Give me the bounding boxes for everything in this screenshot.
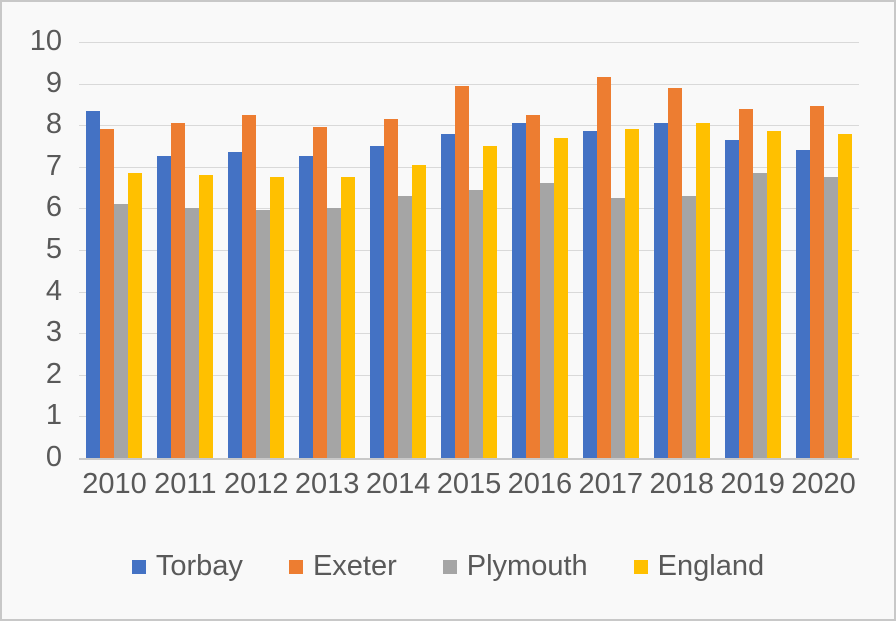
legend-item-plymouth: Plymouth bbox=[442, 550, 588, 583]
gridline bbox=[79, 166, 859, 168]
legend: Torbay Exeter Plymouth England bbox=[2, 550, 894, 583]
gridline bbox=[79, 125, 859, 127]
bar-plymouth-2020 bbox=[823, 177, 838, 458]
x-tick-label: 2020 bbox=[791, 468, 856, 500]
bar-torbay-2012 bbox=[228, 152, 243, 458]
bar-exeter-2019 bbox=[738, 108, 753, 458]
y-tick-label: 1 bbox=[45, 399, 62, 432]
legend-swatch-plymouth bbox=[442, 559, 457, 574]
x-tick-label: 2013 bbox=[294, 468, 360, 500]
x-tick-label: 2011 bbox=[154, 468, 217, 500]
bar-exeter-2011 bbox=[171, 123, 186, 458]
bar-group-2010 bbox=[79, 42, 150, 458]
bar-torbay-2018 bbox=[653, 123, 668, 458]
bar-england-2015 bbox=[482, 146, 497, 458]
bar-exeter-2010 bbox=[100, 129, 115, 458]
gridline bbox=[79, 83, 859, 85]
bar-england-2012 bbox=[270, 177, 285, 458]
y-tick-label: 6 bbox=[45, 191, 62, 224]
bar-england-2014 bbox=[412, 164, 427, 458]
bar-plymouth-2017 bbox=[610, 198, 625, 458]
bar-plymouth-2015 bbox=[468, 189, 483, 458]
x-tick-label: 2010 bbox=[82, 468, 147, 500]
bar-group-2016 bbox=[504, 42, 575, 458]
bar-england-2017 bbox=[624, 129, 639, 458]
y-tick-label: 2 bbox=[45, 357, 62, 390]
bar-group-2014 bbox=[363, 42, 434, 458]
bar-group-2015 bbox=[434, 42, 505, 458]
bar-torbay-2020 bbox=[795, 150, 810, 458]
bar-england-2019 bbox=[766, 131, 781, 458]
plot-area bbox=[79, 42, 859, 460]
bar-torbay-2016 bbox=[511, 123, 526, 458]
y-tick-label: 3 bbox=[45, 316, 62, 349]
bar-plymouth-2014 bbox=[398, 195, 413, 458]
legend-label: Exeter bbox=[312, 550, 397, 582]
bar-england-2010 bbox=[128, 173, 143, 458]
bar-group-2019 bbox=[717, 42, 788, 458]
bar-england-2011 bbox=[199, 175, 214, 458]
y-tick-label: 7 bbox=[45, 149, 62, 182]
bar-exeter-2018 bbox=[667, 87, 682, 458]
legend-swatch-torbay bbox=[131, 559, 146, 574]
y-tick-label: 9 bbox=[45, 66, 62, 99]
legend-label: England bbox=[657, 550, 765, 582]
bar-exeter-2016 bbox=[525, 114, 540, 458]
legend-item-torbay: Torbay bbox=[131, 550, 243, 583]
x-tick-label: 2016 bbox=[507, 468, 573, 500]
legend-item-england: England bbox=[633, 550, 765, 583]
bar-exeter-2014 bbox=[384, 118, 399, 458]
bar-torbay-2011 bbox=[157, 156, 172, 458]
x-tick-label: 2012 bbox=[224, 468, 289, 500]
x-tick-label: 2018 bbox=[649, 468, 714, 500]
bar-groups bbox=[79, 42, 859, 458]
legend-swatch-exeter bbox=[288, 559, 303, 574]
bar-plymouth-2012 bbox=[256, 210, 271, 458]
x-tick-label: 2014 bbox=[365, 468, 431, 500]
bar-torbay-2019 bbox=[724, 139, 739, 458]
legend-label: Plymouth bbox=[466, 550, 588, 582]
gridline bbox=[79, 42, 859, 43]
y-tick-label: 4 bbox=[45, 274, 62, 307]
y-tick-label: 10 bbox=[29, 24, 62, 57]
bar-england-2013 bbox=[341, 177, 356, 458]
legend-label: Torbay bbox=[155, 550, 243, 582]
x-tick-label: 2019 bbox=[720, 468, 785, 500]
bar-plymouth-2019 bbox=[752, 173, 767, 458]
x-tick-label: 2015 bbox=[436, 468, 502, 500]
bar-group-2018 bbox=[646, 42, 717, 458]
bar-exeter-2012 bbox=[242, 114, 257, 458]
bar-group-2013 bbox=[292, 42, 363, 458]
bar-plymouth-2011 bbox=[185, 208, 200, 458]
bar-group-2020 bbox=[788, 42, 859, 458]
bar-plymouth-2010 bbox=[114, 204, 129, 458]
bar-england-2020 bbox=[837, 133, 852, 458]
bar-torbay-2014 bbox=[370, 146, 385, 458]
bar-england-2018 bbox=[695, 123, 710, 458]
x-axis: 2010 2011 2012 2013 2014 2015 2016 2017 2018 2019… bbox=[79, 468, 859, 501]
x-tick-label: 2017 bbox=[578, 468, 644, 500]
y-axis: 0 1 2 3 4 5 6 7 8 9 10 bbox=[2, 25, 62, 473]
bar-england-2016 bbox=[553, 137, 568, 458]
bar-plymouth-2018 bbox=[681, 195, 696, 458]
bar-torbay-2013 bbox=[299, 156, 314, 458]
bar-torbay-2015 bbox=[440, 133, 455, 458]
bar-exeter-2020 bbox=[809, 106, 824, 458]
legend-swatch-england bbox=[633, 559, 648, 574]
y-tick-label: 5 bbox=[45, 232, 62, 265]
bar-group-2012 bbox=[221, 42, 292, 458]
bar-plymouth-2013 bbox=[327, 208, 342, 458]
legend-item-exeter: Exeter bbox=[288, 550, 397, 583]
bar-exeter-2013 bbox=[313, 127, 328, 458]
bar-group-2017 bbox=[575, 42, 646, 458]
bar-group-2011 bbox=[150, 42, 221, 458]
y-tick-label: 0 bbox=[45, 440, 62, 473]
y-tick-label: 8 bbox=[45, 108, 62, 141]
bar-exeter-2017 bbox=[596, 77, 611, 458]
bar-plymouth-2016 bbox=[539, 183, 554, 458]
bar-exeter-2015 bbox=[454, 85, 469, 458]
bar-torbay-2010 bbox=[86, 110, 101, 458]
bar-torbay-2017 bbox=[582, 131, 597, 458]
